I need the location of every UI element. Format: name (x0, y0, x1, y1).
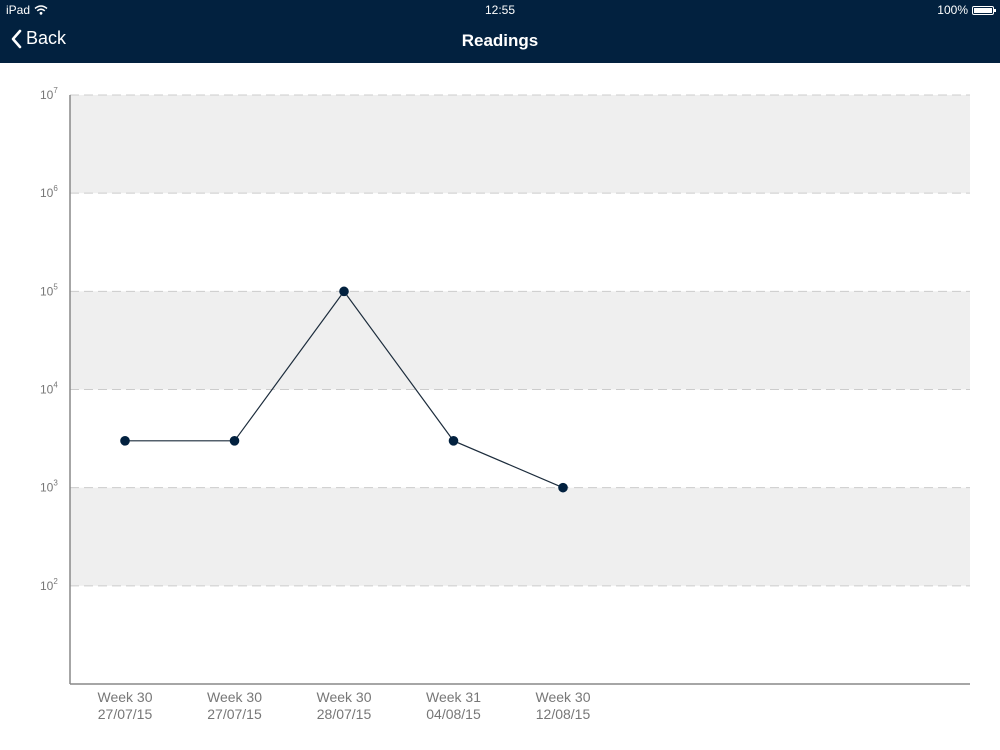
status-bar: iPad 12:55 100% (0, 0, 1000, 20)
y-tick-label: 103 (40, 479, 58, 495)
x-tick-week: Week 30 (207, 689, 262, 705)
navigation-bar: Back Readings (0, 20, 1000, 63)
wifi-icon (34, 5, 48, 15)
back-button[interactable]: Back (10, 28, 66, 49)
x-tick-date: 28/07/15 (317, 706, 372, 722)
back-label: Back (26, 28, 67, 48)
x-tick-week: Week 30 (98, 689, 153, 705)
page-title: Readings (461, 31, 539, 50)
x-tick-week: Week 31 (426, 689, 481, 705)
x-tick-date: 12/08/15 (536, 706, 591, 722)
x-tick-week: Week 30 (317, 689, 372, 705)
grid-band (70, 291, 970, 390)
y-tick-label: 105 (40, 282, 58, 298)
x-tick-week: Week 30 (536, 689, 591, 705)
data-point (339, 286, 349, 297)
y-tick-label: 106 (40, 184, 58, 200)
y-tick-label: 107 (40, 86, 58, 102)
y-tick-label: 102 (40, 577, 58, 593)
carrier-label: iPad (6, 3, 31, 17)
chevron-left-icon (11, 29, 22, 48)
y-tick-label: 104 (40, 381, 58, 397)
battery-percent: 100% (937, 3, 968, 17)
x-tick-date: 27/07/15 (98, 706, 153, 722)
x-tick-date: 27/07/15 (207, 706, 262, 722)
data-point (120, 436, 130, 446)
battery-icon (972, 5, 996, 15)
grid-band (70, 487, 970, 586)
battery-indicator: 100% (937, 3, 996, 17)
status-time: 12:55 (484, 3, 516, 17)
carrier-indicator: iPad (6, 3, 48, 17)
data-point (558, 482, 568, 493)
data-point (448, 436, 459, 446)
data-point (229, 436, 240, 446)
x-tick-date: 04/08/15 (426, 706, 481, 722)
grid-band (70, 95, 970, 194)
